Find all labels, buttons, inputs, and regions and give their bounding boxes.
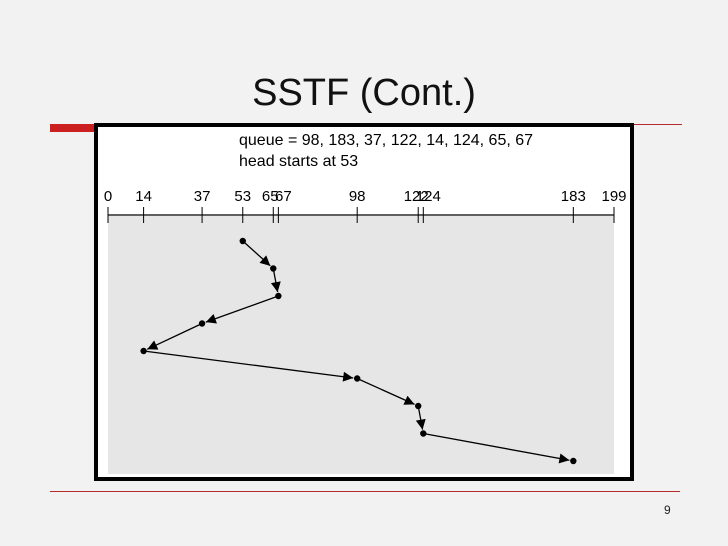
plot-background [108, 216, 614, 474]
service-point-14 [140, 347, 147, 355]
move-67-to-37 [205, 295, 279, 324]
move-122-to-124 [415, 405, 426, 430]
service-point-122 [415, 402, 422, 410]
service-point-67 [275, 292, 282, 300]
slide-title: SSTF (Cont.) [252, 72, 476, 114]
head-start-annotation: head starts at 53 [239, 153, 358, 170]
footer-divider-line [50, 491, 680, 492]
tick-label-183: 183 [561, 188, 586, 205]
move-65-to-67 [270, 268, 281, 293]
tick-label-0: 0 [104, 188, 112, 205]
service-point-124 [420, 430, 427, 437]
service-point-53 [239, 237, 246, 245]
sstf-chart: queue = 98, 183, 37, 122, 14, 124, 65, 6… [104, 132, 627, 474]
service-point-98 [353, 375, 361, 382]
tick-label-98: 98 [349, 188, 366, 205]
tick-label-65: 65 [262, 188, 279, 205]
tick-label-53: 53 [234, 188, 251, 205]
service-point-65 [270, 265, 277, 272]
page-number: 9 [664, 503, 671, 517]
move-98-to-122 [356, 377, 415, 405]
move-53-to-65 [242, 240, 271, 267]
tick-label-67: 67 [275, 188, 292, 205]
title-accent-bar [50, 124, 98, 132]
service-point-37 [198, 320, 206, 327]
sstf-figure: queue = 98, 183, 37, 122, 14, 124, 65, 6… [94, 123, 634, 481]
tick-label-37: 37 [194, 188, 211, 205]
queue-annotation: queue = 98, 183, 37, 122, 14, 124, 65, 6… [239, 132, 533, 149]
tick-label-199: 199 [601, 188, 626, 205]
move-37-to-14 [146, 322, 203, 350]
service-point-183 [570, 457, 577, 465]
move-124-to-183 [423, 432, 570, 464]
tick-label-122: 122 [404, 188, 429, 205]
tick-label-14: 14 [135, 188, 152, 205]
tick-label-124: 124 [416, 188, 441, 205]
service-path [140, 237, 577, 465]
move-14-to-98 [143, 350, 354, 382]
